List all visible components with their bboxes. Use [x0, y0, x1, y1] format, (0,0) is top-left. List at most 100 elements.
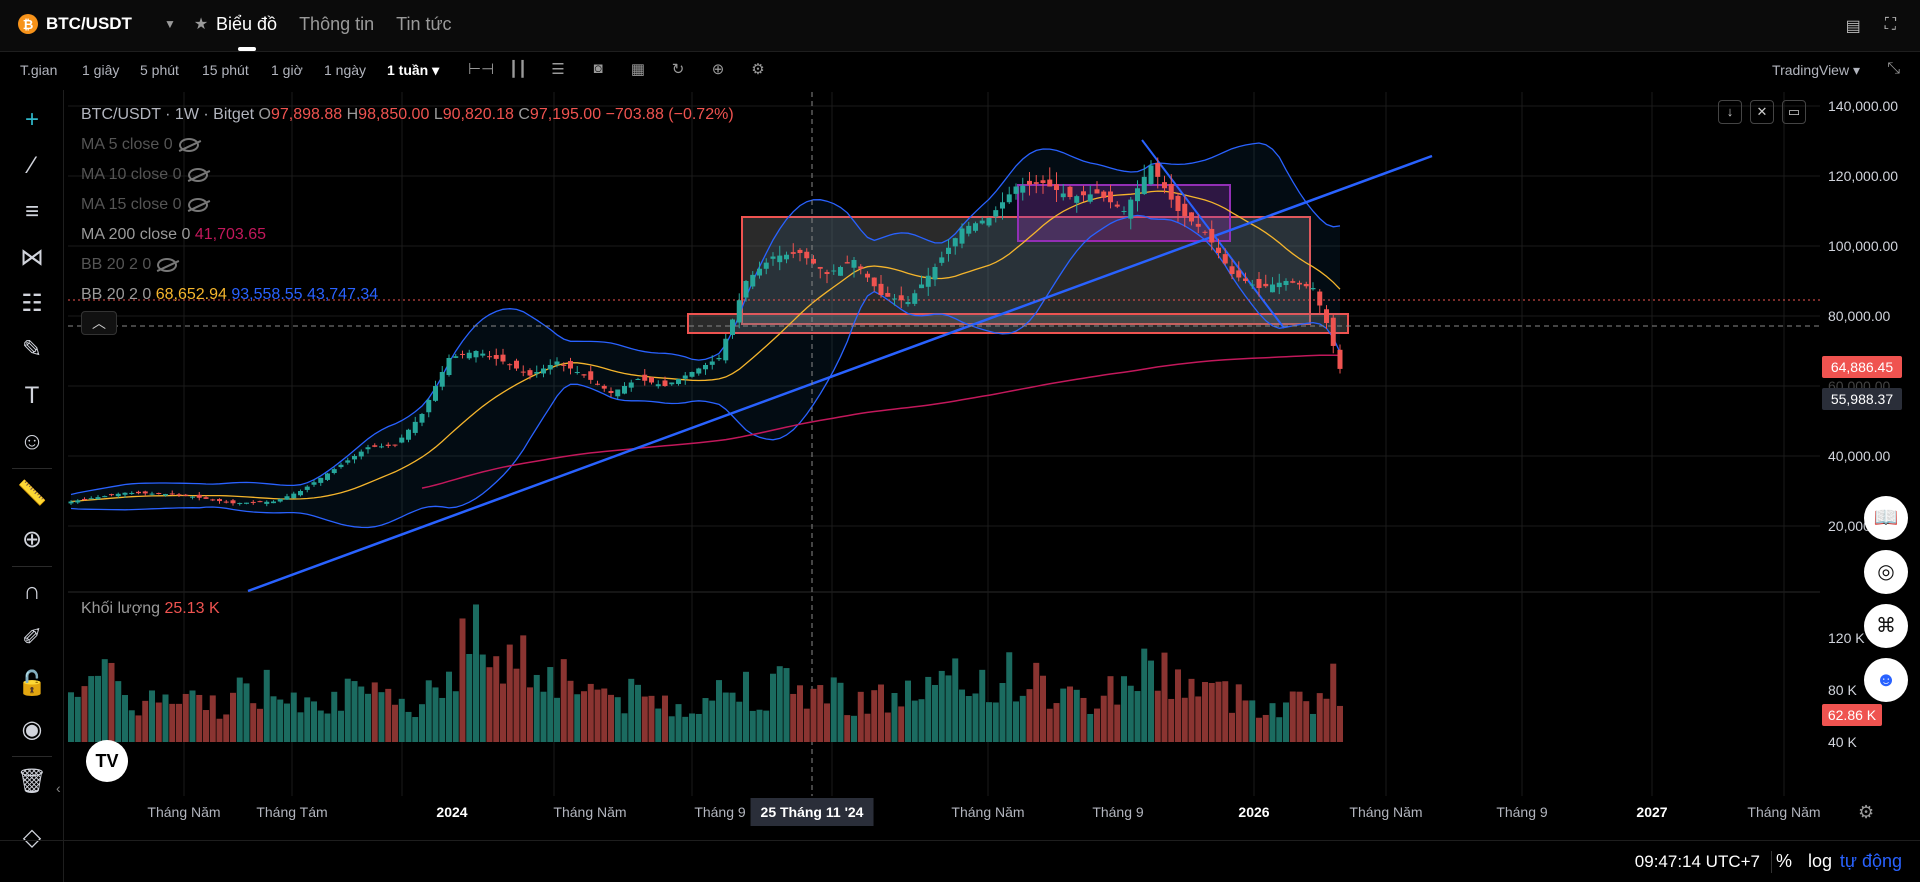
- axis-settings-icon[interactable]: ⚙: [1858, 802, 1875, 822]
- timeframe-15m[interactable]: 15 phút: [202, 62, 249, 78]
- eye-icon[interactable]: ◉: [21, 716, 43, 743]
- camera-icon[interactable]: ◙: [593, 60, 603, 77]
- text-icon[interactable]: T: [24, 382, 40, 409]
- tab-info[interactable]: Thông tin: [299, 14, 375, 34]
- timeframe-time[interactable]: T.gian: [20, 62, 58, 78]
- volume-bar: [965, 696, 972, 742]
- volume-bar: [513, 668, 520, 742]
- candle-body: [1256, 278, 1262, 288]
- magnet-icon[interactable]: ∩: [23, 578, 41, 605]
- arrow-down-icon[interactable]: ↓: [1718, 100, 1742, 124]
- add-icon[interactable]: ⊕: [711, 61, 725, 78]
- price-axis[interactable]: 140,000.00 120,000.00 100,000.00 80,000.…: [1820, 92, 1920, 796]
- timeframe-1s[interactable]: 1 giây: [82, 62, 120, 78]
- star-icon[interactable]: ★: [193, 16, 209, 33]
- tab-chart[interactable]: Biểu đồ: [216, 14, 278, 51]
- volume-bar: [331, 691, 338, 742]
- assistant-icon[interactable]: ☻: [1864, 658, 1908, 702]
- eye-off-icon[interactable]: [187, 167, 208, 182]
- trash-icon[interactable]: 🗑: [16, 768, 48, 795]
- trendline-up[interactable]: [247, 154, 1433, 593]
- grid: [68, 92, 1820, 796]
- candle-body: [1033, 182, 1039, 184]
- volume-bar: [898, 706, 905, 742]
- volume-bars: [68, 604, 1343, 742]
- fullscreen-icon[interactable]: ⛶: [1884, 16, 1896, 33]
- candle-body: [595, 383, 600, 385]
- zoom-icon[interactable]: ⊕: [21, 526, 43, 553]
- candles-icon[interactable]: ┃┃: [508, 61, 528, 78]
- candle-body: [1236, 270, 1242, 278]
- candle-body: [892, 298, 897, 300]
- legend-ma200[interactable]: MA 200 close 0 41,703.65: [81, 226, 267, 243]
- volume-bar: [925, 676, 932, 742]
- ruler-icon[interactable]: 📏: [17, 480, 47, 507]
- auto-toggle[interactable]: tự động: [1839, 851, 1902, 871]
- brush-icon[interactable]: ✎: [21, 336, 43, 363]
- lock-drawing-icon[interactable]: ✐: [21, 624, 43, 651]
- legend-ma15[interactable]: MA 15 close 0: [81, 190, 734, 220]
- volume-bar: [776, 666, 783, 742]
- candle-body: [1155, 163, 1161, 177]
- lock-icon[interactable]: 🔓: [17, 670, 47, 697]
- candle-body: [325, 473, 330, 480]
- volume-bar: [162, 694, 169, 742]
- volume-bar: [324, 713, 331, 742]
- calendar-icon[interactable]: ▦: [630, 61, 646, 78]
- collapse-panes-icon[interactable]: ✕: [1750, 100, 1774, 124]
- symbol-selector[interactable]: ₿ BTC/USDT ▼ ★: [18, 14, 208, 34]
- volume-bar: [95, 675, 101, 742]
- collapse-legend-button[interactable]: ︿: [81, 311, 117, 335]
- tradingview-logo[interactable]: TV: [86, 740, 128, 782]
- book-icon[interactable]: 📖: [1864, 496, 1908, 540]
- percent-toggle[interactable]: %: [1775, 851, 1792, 871]
- timeframe-1h[interactable]: 1 giờ: [271, 62, 303, 78]
- timeframe-1w[interactable]: 1 tuần ▾: [387, 62, 440, 78]
- emoji-icon[interactable]: ☺: [19, 428, 45, 455]
- support-box[interactable]: [687, 313, 1349, 334]
- candle-body: [136, 491, 141, 494]
- broadcast-icon[interactable]: ◎: [1864, 550, 1908, 594]
- candle-body: [662, 380, 668, 386]
- legend-bb-hidden[interactable]: BB 20 2 0: [81, 250, 734, 280]
- time-axis[interactable]: Tháng Năm Tháng Tám 2024 Tháng Năm Tháng…: [68, 798, 1821, 828]
- document-icon[interactable]: ▤: [1845, 18, 1861, 35]
- candle-body: [345, 460, 351, 463]
- crosshair-icon[interactable]: +: [24, 106, 39, 133]
- log-toggle[interactable]: log: [1807, 851, 1832, 871]
- candle-body: [109, 494, 114, 496]
- fib-icon[interactable]: ☷: [21, 290, 43, 317]
- candle-body: [1040, 180, 1046, 183]
- collapse-sidebar-icon[interactable]: ‹: [56, 780, 61, 796]
- volume-bar: [1168, 698, 1175, 742]
- apps-icon[interactable]: ⌘: [1864, 604, 1908, 648]
- maximize-icon[interactable]: ▭: [1782, 100, 1806, 124]
- replay-icon[interactable]: ↻: [671, 61, 685, 78]
- tab-news[interactable]: Tin tức: [396, 14, 452, 34]
- indicators-icon[interactable]: ☰: [551, 61, 565, 78]
- timeframe-1d[interactable]: 1 ngày: [324, 62, 367, 78]
- volume-bar: [938, 670, 945, 742]
- candle-body: [905, 302, 911, 305]
- settings-icon[interactable]: ⚙: [751, 61, 765, 78]
- pattern-icon[interactable]: ⋈: [20, 244, 44, 271]
- candle-body: [210, 499, 216, 501]
- price-chart[interactable]: [68, 92, 1820, 796]
- eye-off-icon[interactable]: [157, 257, 178, 272]
- legend-bb[interactable]: BB 20 2 0 68,652.94 93,558.55 43,747.34: [81, 286, 379, 303]
- clock[interactable]: 09:47:14 UTC+7: [1634, 852, 1760, 871]
- horizontal-lines-icon[interactable]: ≡: [24, 198, 39, 225]
- chevron-down-icon[interactable]: ▼: [163, 17, 176, 31]
- volume-bar: [371, 682, 378, 742]
- timeframe-5m[interactable]: 5 phút: [140, 62, 179, 78]
- trendline-icon[interactable]: ⁄: [29, 152, 34, 179]
- volume-bar: [682, 716, 689, 742]
- eye-off-icon[interactable]: [187, 197, 208, 212]
- collapse-icon[interactable]: ⤡: [1887, 60, 1900, 77]
- eye-off-icon[interactable]: [178, 137, 199, 152]
- layers-icon[interactable]: ◇: [22, 824, 42, 851]
- legend-ma5[interactable]: MA 5 close 0: [81, 130, 734, 160]
- range-icon[interactable]: ⊢⊣: [468, 61, 495, 78]
- legend-ma10[interactable]: MA 10 close 0: [81, 160, 734, 190]
- provider-select[interactable]: TradingView ▾: [1772, 62, 1860, 78]
